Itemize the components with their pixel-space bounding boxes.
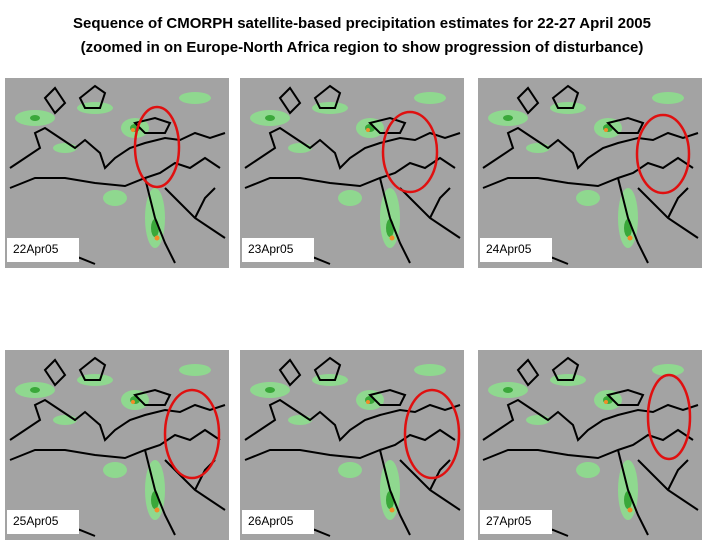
title-line: (zoomed in on Europe-North Africa region… xyxy=(81,39,644,56)
label-box xyxy=(7,238,79,262)
panel-label: 25Apr05 xyxy=(13,514,59,528)
label-box xyxy=(242,510,314,534)
panel-label: 22Apr05 xyxy=(13,242,59,256)
panel-label: 27Apr05 xyxy=(486,514,532,528)
map-panel: 23Apr05 xyxy=(239,77,465,269)
map-panel: 24Apr05 xyxy=(477,77,703,269)
title-line: Sequence of CMORPH satellite-based preci… xyxy=(73,15,651,32)
highlight-ellipse xyxy=(381,110,439,194)
map-panel: 26Apr05 xyxy=(239,349,465,541)
map-panel: 25Apr05 xyxy=(4,349,230,541)
highlight-ellipse xyxy=(403,388,461,480)
panel-label: 24Apr05 xyxy=(486,242,532,256)
highlight-ellipse xyxy=(646,373,692,461)
highlight-ellipse xyxy=(635,113,691,195)
panel-label: 26Apr05 xyxy=(248,514,294,528)
label-box xyxy=(480,510,552,534)
map-panel: 22Apr05 xyxy=(4,77,230,269)
panel-label: 23Apr05 xyxy=(248,242,294,256)
label-box xyxy=(480,238,552,262)
highlight-ellipse xyxy=(133,105,181,189)
label-box xyxy=(7,510,79,534)
highlight-ellipse xyxy=(163,388,221,480)
label-box xyxy=(242,238,314,262)
map-panel: 27Apr05 xyxy=(477,349,703,541)
